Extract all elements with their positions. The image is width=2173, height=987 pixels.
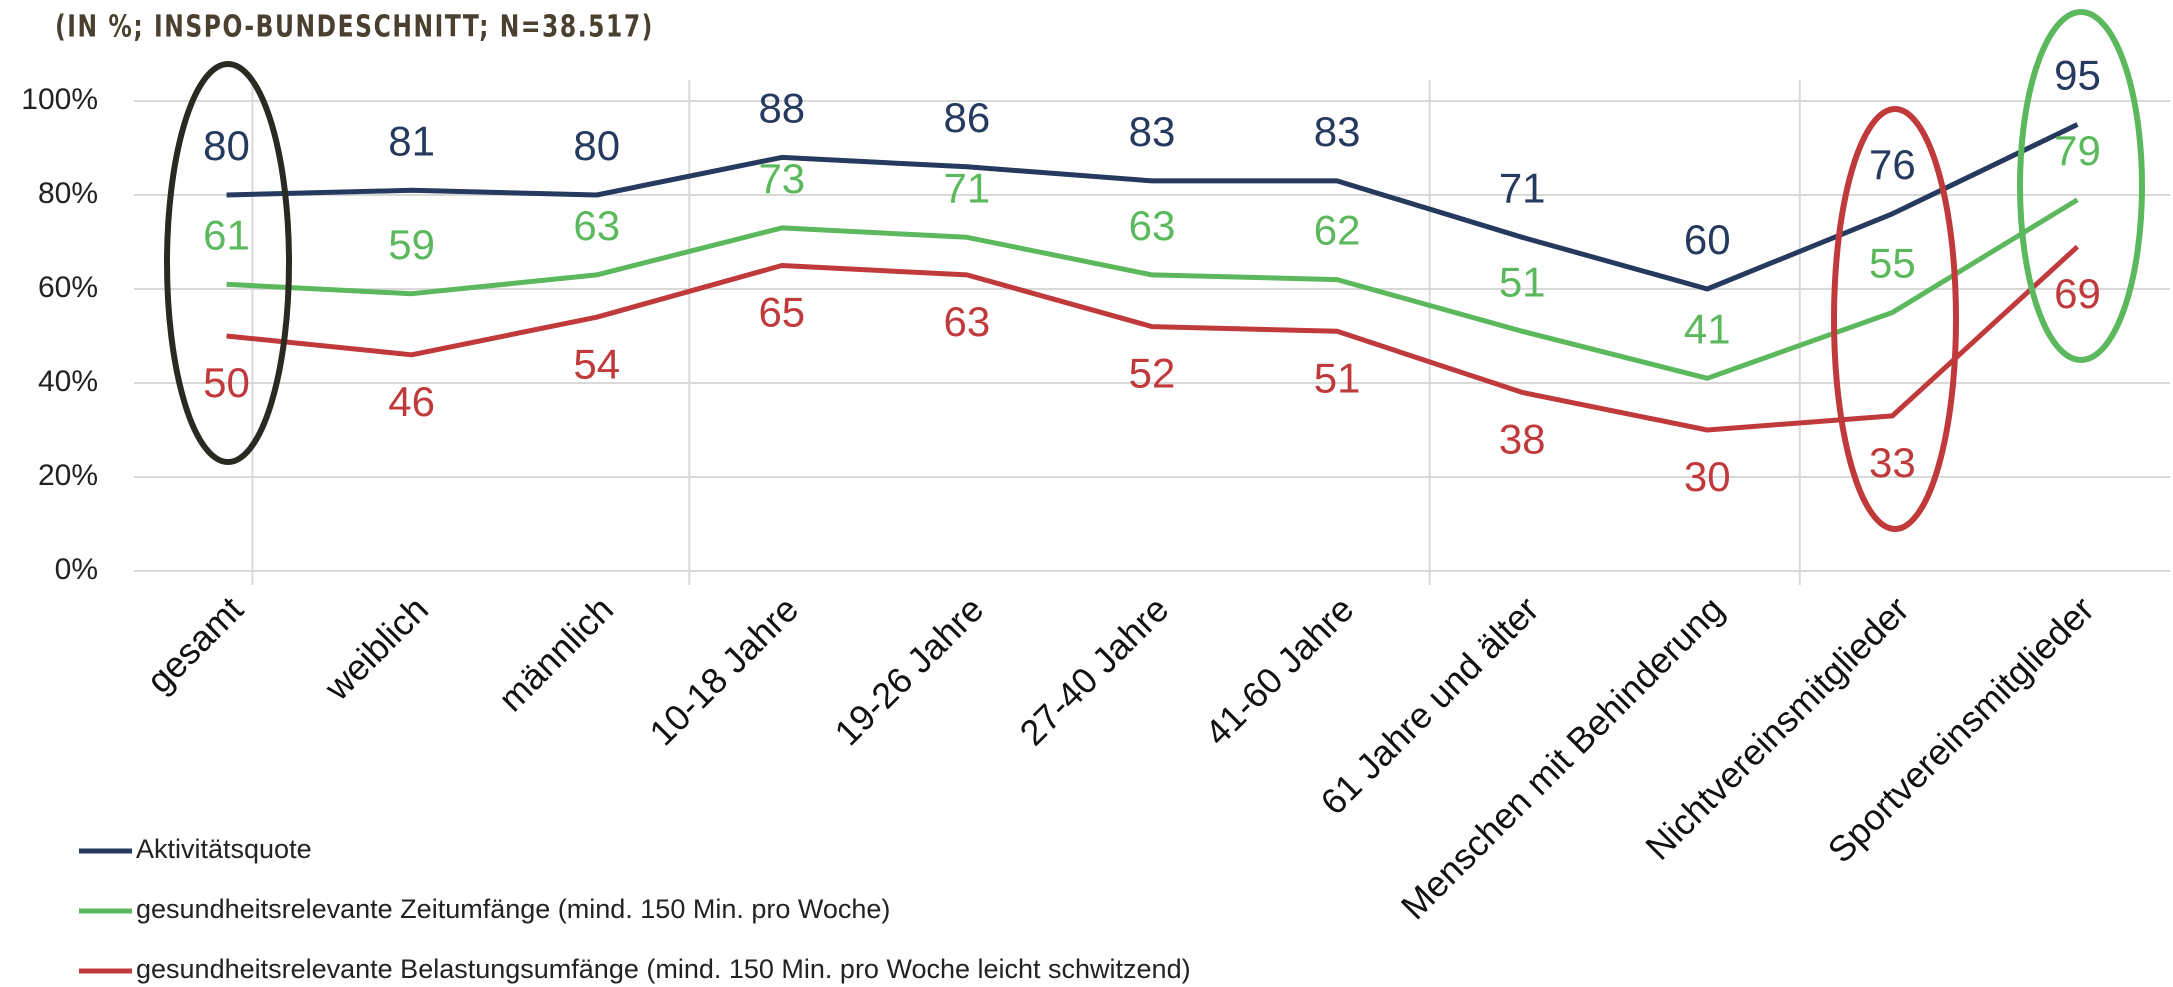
data-label: 80 (573, 122, 620, 169)
data-label: 63 (1129, 202, 1176, 249)
y-tick-label: 40% (38, 365, 98, 398)
data-label: 71 (1499, 164, 1546, 211)
data-label: 80 (203, 122, 250, 169)
data-label: 52 (1129, 350, 1176, 397)
data-label: 86 (944, 94, 991, 141)
highlight-ellipse (2017, 9, 2145, 363)
data-label: 51 (1314, 354, 1361, 401)
y-tick-label: 100% (21, 83, 98, 116)
data-label: 55 (1869, 240, 1916, 287)
grid (134, 80, 2170, 585)
data-label: 63 (573, 202, 620, 249)
data-label: 88 (758, 84, 805, 131)
data-label: 54 (573, 340, 620, 387)
legend-label: gesundheitsrelevante Zeitumfänge (mind. … (136, 894, 890, 924)
chart-title: (IN %; INSPO-BUNDESCHNITT; N=38.517) (55, 10, 654, 45)
legend-label: gesundheitsrelevante Belastungsumfänge (… (136, 954, 1191, 984)
x-tick-label: weiblich (316, 588, 436, 708)
data-label: 81 (388, 117, 435, 164)
x-tick-label: 19-26 Jahre (826, 588, 991, 753)
x-tick-label: 27-40 Jahre (1012, 588, 1177, 753)
data-label: 62 (1314, 207, 1361, 254)
data-label: 33 (1869, 439, 1916, 486)
data-label: 69 (2054, 270, 2101, 317)
x-tick-label: 41-60 Jahre (1197, 588, 1362, 753)
series-line (226, 244, 2080, 433)
series-line (226, 197, 2079, 381)
x-tick-label: 10-18 Jahre (641, 588, 806, 753)
x-tick-label: Menschen mit Behinderung (1393, 588, 1732, 927)
data-label: 38 (1499, 415, 1546, 462)
data-label: 76 (1869, 141, 1916, 188)
y-tick-label: 0% (55, 553, 98, 586)
x-tick-label: gesamt (138, 588, 250, 700)
highlight-ellipse (1831, 106, 1959, 532)
data-label: 46 (388, 378, 435, 425)
data-label: 73 (758, 155, 805, 202)
data-label: 59 (388, 221, 435, 268)
data-label: 63 (944, 298, 991, 345)
y-tick-label: 20% (38, 459, 98, 492)
data-label: 51 (1499, 258, 1546, 305)
data-label: 41 (1684, 305, 1731, 352)
x-tick-label: männlich (490, 588, 621, 719)
data-label: 65 (758, 289, 805, 336)
data-label: 50 (203, 359, 250, 406)
data-label: 60 (1684, 216, 1731, 263)
marks (226, 122, 2080, 433)
data-label: 95 (2054, 52, 2101, 99)
legend-label: Aktivitätsquote (136, 834, 312, 864)
data-label: 83 (1314, 108, 1361, 155)
data-label: 30 (1684, 453, 1731, 500)
data-label: 71 (944, 164, 991, 211)
data-label: 79 (2054, 127, 2101, 174)
data-label: 83 (1129, 108, 1176, 155)
highlight-ellipse (164, 61, 292, 465)
y-tick-label: 80% (38, 177, 98, 210)
data-label: 61 (203, 211, 250, 258)
series-line (226, 122, 2079, 292)
y-tick-label: 60% (38, 271, 98, 304)
